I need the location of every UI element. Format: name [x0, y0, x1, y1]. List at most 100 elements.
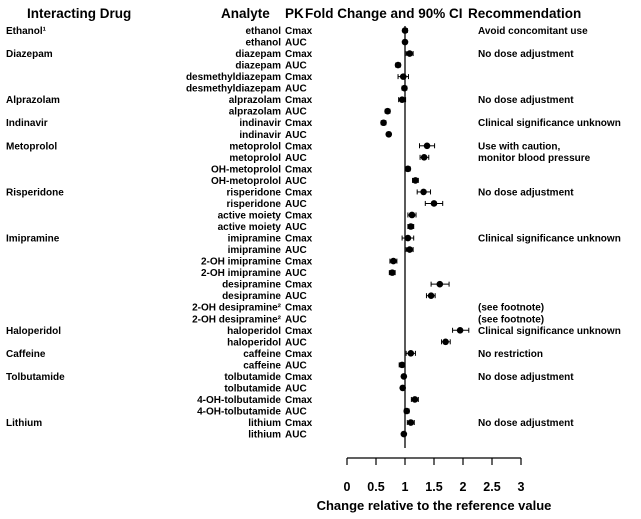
pk-label: AUC: [285, 383, 307, 394]
pk-label: AUC: [285, 291, 307, 302]
pk-label: Cmax: [285, 257, 313, 268]
pk-label: Cmax: [285, 280, 313, 291]
x-tick-label: 0.5: [367, 480, 384, 494]
recommendation-label: No dose adjustment: [478, 372, 574, 383]
estimate-point: [430, 200, 438, 207]
x-tick-label: 2: [460, 480, 467, 494]
estimate-point: [404, 234, 412, 242]
analyte-label: 2-OH desipramine²: [192, 314, 282, 325]
estimate-point: [406, 246, 413, 253]
estimate-point: [420, 188, 427, 196]
analyte-label: alprazolam: [229, 107, 281, 118]
analyte-label: haloperidol: [227, 337, 281, 348]
pk-label: AUC: [285, 245, 307, 256]
analyte-label: indinavir: [239, 118, 281, 129]
recommendation-label: monitor blood pressure: [478, 153, 591, 164]
analyte-label: metoprolol: [229, 141, 281, 152]
analyte-label: lithium: [248, 418, 281, 429]
estimate-point: [406, 50, 413, 57]
analyte-label: 2-OH desipramine²: [192, 303, 282, 314]
pk-label: Cmax: [285, 26, 313, 37]
estimate-point: [407, 223, 415, 230]
x-tick-label: 1.5: [425, 480, 442, 494]
header-pk: PK: [285, 6, 304, 21]
table-rows: Ethanol¹ ethanol Cmax Avoid concomitant use…: [6, 26, 621, 441]
recommendation-label: No dose adjustment: [478, 187, 574, 198]
x-tick-label: 1: [402, 480, 409, 494]
analyte-label: desipramine: [222, 291, 281, 302]
pk-label: AUC: [285, 430, 307, 441]
analyte-label: 2-OH imipramine: [201, 268, 281, 279]
estimate-point: [384, 107, 391, 115]
pk-label: Cmax: [285, 349, 313, 360]
analyte-label: tolbutamide: [224, 383, 281, 394]
analyte-label: active moiety: [218, 222, 282, 233]
analyte-label: caffeine: [243, 349, 281, 360]
analyte-label: ethanol: [245, 38, 281, 49]
pk-label: Cmax: [285, 95, 313, 106]
estimate-point: [404, 165, 412, 173]
analyte-label: desmethyldiazepam: [186, 84, 281, 95]
estimate-point: [401, 27, 409, 34]
pk-label: AUC: [285, 84, 307, 95]
estimate-point: [385, 130, 393, 138]
header-recommendation: Recommendation: [468, 6, 581, 21]
pk-label: AUC: [285, 314, 307, 325]
pk-label: AUC: [285, 107, 307, 118]
drug-label: Alprazolam: [6, 95, 60, 106]
pk-label: AUC: [285, 38, 307, 49]
drug-label: Imipramine: [6, 234, 60, 245]
pk-label: AUC: [285, 61, 307, 72]
analyte-label: 4-OH-tolbutamide: [197, 395, 281, 406]
analyte-label: diazepam: [235, 61, 281, 72]
drug-label: Ethanol¹: [6, 26, 47, 37]
estimate-point: [427, 292, 435, 299]
analyte-label: indinavir: [239, 130, 281, 141]
analyte-label: active moiety: [218, 210, 282, 221]
recommendation-label: Avoid concomitant use: [478, 26, 588, 37]
estimate-point: [407, 419, 415, 426]
analyte-label: OH-metoprolol: [211, 176, 281, 187]
analyte-label: desipramine: [222, 280, 281, 291]
estimate-point: [400, 373, 408, 380]
estimate-point: [388, 269, 396, 276]
analyte-label: imipramine: [228, 245, 282, 256]
estimate-point: [394, 61, 402, 69]
recommendation-label: (see footnote): [478, 314, 544, 325]
recommendation-label: (see footnote): [478, 303, 544, 314]
pk-label: Cmax: [285, 234, 313, 245]
pk-label: Cmax: [285, 303, 313, 314]
pk-label: AUC: [285, 360, 307, 371]
header-analyte: Analyte: [221, 6, 270, 21]
analyte-label: 2-OH imipramine: [201, 257, 281, 268]
analyte-label: caffeine: [243, 360, 281, 371]
estimate-point: [436, 280, 444, 288]
analyte-label: OH-metoprolol: [211, 164, 281, 175]
x-axis-label: Change relative to the reference value: [317, 498, 552, 513]
analyte-label: desmethyldiazepam: [186, 72, 281, 83]
estimate-point: [411, 396, 419, 403]
pk-label: AUC: [285, 406, 307, 417]
drug-label: Diazepam: [6, 49, 53, 60]
analyte-label: ethanol: [245, 26, 281, 37]
pk-label: Cmax: [285, 418, 313, 429]
pk-label: Cmax: [285, 210, 313, 221]
analyte-label: haloperidol: [227, 326, 281, 337]
x-tick-label: 3: [518, 480, 525, 494]
header-fold-change: Fold Change and 90% CI: [305, 6, 463, 21]
recommendation-label: No restriction: [478, 349, 543, 360]
pk-label: AUC: [285, 268, 307, 279]
drug-label: Indinavir: [6, 118, 48, 129]
estimate-point: [401, 38, 409, 46]
recommendation-label: Clinical significance unknown: [478, 234, 621, 245]
estimate-point: [380, 119, 387, 127]
recommendation-label: No dose adjustment: [478, 418, 574, 429]
recommendation-label: Use with caution,: [478, 141, 560, 152]
estimate-point: [420, 154, 428, 161]
drug-label: Caffeine: [6, 349, 46, 360]
analyte-label: tolbutamide: [224, 372, 281, 383]
pk-label: Cmax: [285, 326, 313, 337]
pk-label: Cmax: [285, 49, 313, 60]
pk-label: Cmax: [285, 187, 313, 198]
